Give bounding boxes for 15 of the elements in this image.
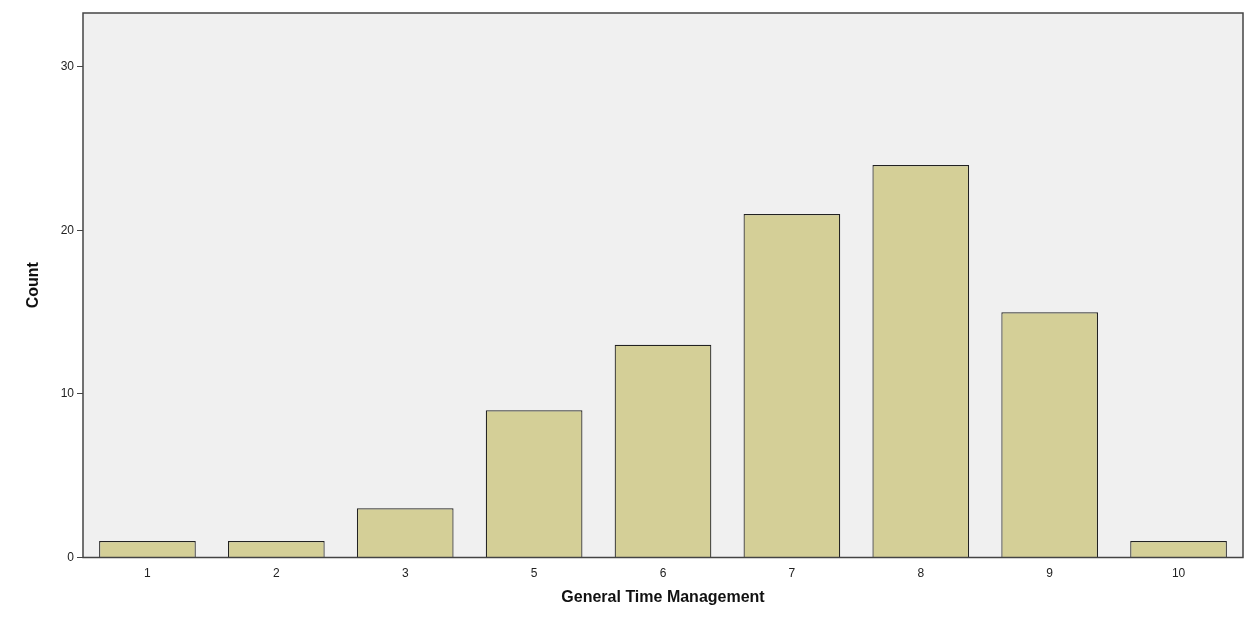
x-tick-label: 7 bbox=[788, 565, 796, 580]
x-tick-label: 5 bbox=[530, 565, 538, 580]
x-axis-title: General Time Management bbox=[561, 587, 766, 605]
y-tick-label: 0 bbox=[67, 549, 75, 564]
x-tick-label: 8 bbox=[917, 565, 925, 580]
y-tick-label: 30 bbox=[60, 59, 75, 74]
y-tick-label: 10 bbox=[60, 386, 75, 401]
x-tick-label: 10 bbox=[1171, 565, 1186, 580]
y-axis-title: Count bbox=[24, 261, 42, 309]
x-tick-label: 9 bbox=[1046, 565, 1054, 580]
y-tick-label: 20 bbox=[60, 222, 75, 237]
x-tick-label: 3 bbox=[401, 565, 409, 580]
x-tick-label: 2 bbox=[272, 565, 280, 580]
x-tick-label: 1 bbox=[144, 565, 152, 580]
x-tick-label: 6 bbox=[659, 565, 667, 580]
